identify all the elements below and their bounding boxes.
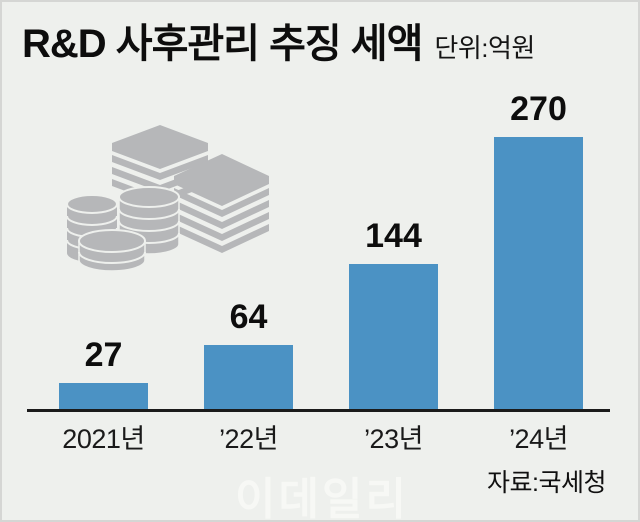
x-tick-label-2024: ’24년: [509, 424, 568, 454]
x-tick-label-2021: 2021년: [62, 424, 145, 454]
bar-2023: [349, 264, 438, 410]
unit-label: 단위:억원: [434, 33, 535, 63]
x-axis-line: [27, 409, 610, 412]
money-icon: [66, 125, 269, 272]
header: R&D 사후관리 추징 세액 단위:억원: [22, 22, 535, 66]
x-tick-label-2023: ’23년: [364, 424, 423, 454]
watermark-edaily: 이데일리: [235, 475, 409, 522]
bar-value-label: 270: [510, 90, 567, 128]
bar-chart: 27 64 144 270: [31, 87, 611, 410]
bar-2024: [494, 137, 583, 410]
bar-group-2023: 144: [348, 219, 440, 410]
x-tick-label-2022: ’22년: [219, 424, 278, 454]
x-axis-labels: 2021년 ’22년 ’23년 ’24년: [31, 417, 611, 456]
bar-2021: [59, 383, 148, 410]
bar-2022: [204, 345, 293, 410]
bar-value-label: 27: [84, 336, 123, 374]
bar-value-label: 144: [365, 217, 422, 255]
page-title: R&D 사후관리 추징 세액: [22, 22, 423, 66]
bar-value-label: 64: [229, 298, 268, 336]
bar-group-2021: 27: [58, 338, 150, 410]
source-label: 자료:국세청: [487, 469, 606, 497]
bar-group-2022: 64: [203, 300, 295, 410]
bar-group-2024: 270: [493, 92, 585, 410]
